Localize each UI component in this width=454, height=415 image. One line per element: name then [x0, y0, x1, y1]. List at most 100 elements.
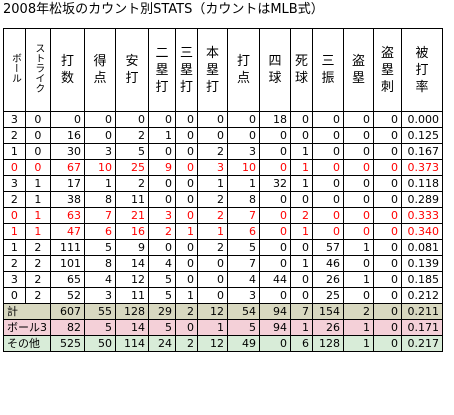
cell-triple: 0: [175, 319, 198, 336]
cell-runs: 0: [84, 127, 116, 144]
table-row: 0 1 63 7 21 3 0 2 7 0 2 0 0 0 0.333: [3, 207, 443, 224]
cell-cs: 0: [373, 223, 402, 240]
cell-runs: 5: [84, 319, 116, 336]
cell-hbp: 2: [290, 207, 313, 224]
cell-rbi: 0: [227, 127, 260, 144]
summary-row: ボール3 82 5 14 5 0 1 5 94 1 26 1 0 0.171: [3, 319, 443, 336]
header-char: 打: [179, 79, 193, 95]
cell-hbp: 1: [290, 143, 313, 160]
cell-double: 0: [148, 175, 176, 192]
cell-hr: 2: [197, 207, 228, 224]
cell-cs: 0: [373, 207, 402, 224]
cell-ab: 47: [50, 223, 85, 240]
cell-runs: 50: [84, 335, 116, 352]
cell-avg: 0.211: [401, 303, 443, 320]
cell-sb: 1: [343, 319, 374, 336]
cell-rbi: 54: [227, 303, 260, 320]
cell-double: 1: [148, 127, 176, 144]
cell-strike: 0: [24, 143, 52, 160]
cell-triple: 0: [175, 255, 198, 272]
cell-bb: 0: [259, 143, 291, 160]
cell-hits: 11: [115, 191, 149, 208]
header-hbp: 死球: [290, 28, 313, 112]
cell-bb: 0: [259, 127, 291, 144]
cell-double: 2: [148, 223, 176, 240]
cell-hits: 5: [115, 143, 149, 160]
header-char: 三: [179, 45, 193, 61]
cell-bb: 0: [259, 191, 291, 208]
cell-rbi: 8: [227, 191, 260, 208]
cell-rbi: 6: [227, 223, 260, 240]
header-hits: 安打: [115, 28, 149, 112]
cell-sb: 0: [343, 191, 374, 208]
header-runs: 得点: [84, 28, 116, 112]
cell-ball: 1: [3, 223, 26, 240]
cell-strike: 0: [24, 159, 52, 176]
cell-hr: 0: [197, 127, 228, 144]
cell-ab: 0: [50, 111, 85, 128]
cell-avg: 0.081: [401, 239, 443, 256]
cell-cs: 0: [373, 111, 402, 128]
cell-sb: 0: [343, 207, 374, 224]
header-char: 四: [268, 54, 282, 69]
cell-hbp: 0: [290, 191, 313, 208]
header-char: 打: [205, 79, 219, 95]
cell-so: 0: [312, 127, 344, 144]
summary-label: その他: [3, 335, 51, 352]
cell-cs: 0: [373, 175, 402, 192]
cell-double: 9: [148, 159, 176, 176]
cell-strike: 1: [24, 191, 52, 208]
header-char: 死: [294, 54, 308, 69]
cell-cs: 0: [373, 159, 402, 176]
cell-bb: 0: [259, 335, 291, 352]
cell-runs: 6: [84, 223, 116, 240]
cell-so: 0: [312, 111, 344, 128]
header-char: 盗: [351, 54, 365, 69]
cell-hbp: 0: [290, 127, 313, 144]
cell-strike: 2: [24, 239, 52, 256]
cell-bb: 0: [259, 255, 291, 272]
cell-sb: 1: [343, 335, 374, 352]
cell-hr: 2: [197, 191, 228, 208]
table-row: 0 2 52 3 11 5 1 0 3 0 0 25 0 0 0.212: [3, 287, 443, 304]
cell-runs: 3: [84, 143, 116, 160]
header-char: 球: [268, 71, 282, 86]
cell-double: 24: [148, 335, 176, 352]
cell-ab: 607: [50, 303, 85, 320]
header-so: 三振: [312, 28, 344, 112]
cell-bb: 44: [259, 271, 291, 288]
cell-ab: 111: [50, 239, 85, 256]
summary-label: ボール3: [3, 319, 51, 336]
cell-hits: 14: [115, 255, 149, 272]
header-char: 塁: [179, 62, 193, 78]
cell-sb: 0: [343, 111, 374, 128]
header-char: 塁: [351, 71, 365, 86]
cell-ball: 3: [3, 111, 26, 128]
cell-ab: 82: [50, 319, 85, 336]
cell-ab: 63: [50, 207, 85, 224]
cell-rbi: 3: [227, 287, 260, 304]
cell-ball: 1: [3, 239, 26, 256]
cell-ball: 3: [3, 271, 26, 288]
header-char: 刺: [380, 79, 394, 95]
cell-runs: 8: [84, 191, 116, 208]
cell-ab: 67: [50, 159, 85, 176]
header-char: 塁: [205, 62, 219, 78]
header-ab: 打数: [50, 28, 85, 112]
cell-hr: 1: [197, 319, 228, 336]
cell-double: 5: [148, 271, 176, 288]
cell-sb: 0: [343, 223, 374, 240]
cell-so: 0: [312, 159, 344, 176]
cell-hits: 12: [115, 271, 149, 288]
cell-hbp: 1: [290, 159, 313, 176]
cell-double: 0: [148, 239, 176, 256]
cell-so: 154: [312, 303, 344, 320]
cell-avg: 0.167: [401, 143, 443, 160]
stats-table: ボール ストライク打数得点安打二塁打三塁打本塁打打点四球死球三振盗塁盗塁刺被打率 …: [3, 28, 443, 352]
cell-sb: 1: [343, 271, 374, 288]
cell-triple: 1: [175, 287, 198, 304]
header-strike: ストライク: [24, 28, 52, 112]
cell-hits: 16: [115, 223, 149, 240]
header-char: 打: [415, 62, 429, 78]
cell-ab: 65: [50, 271, 85, 288]
